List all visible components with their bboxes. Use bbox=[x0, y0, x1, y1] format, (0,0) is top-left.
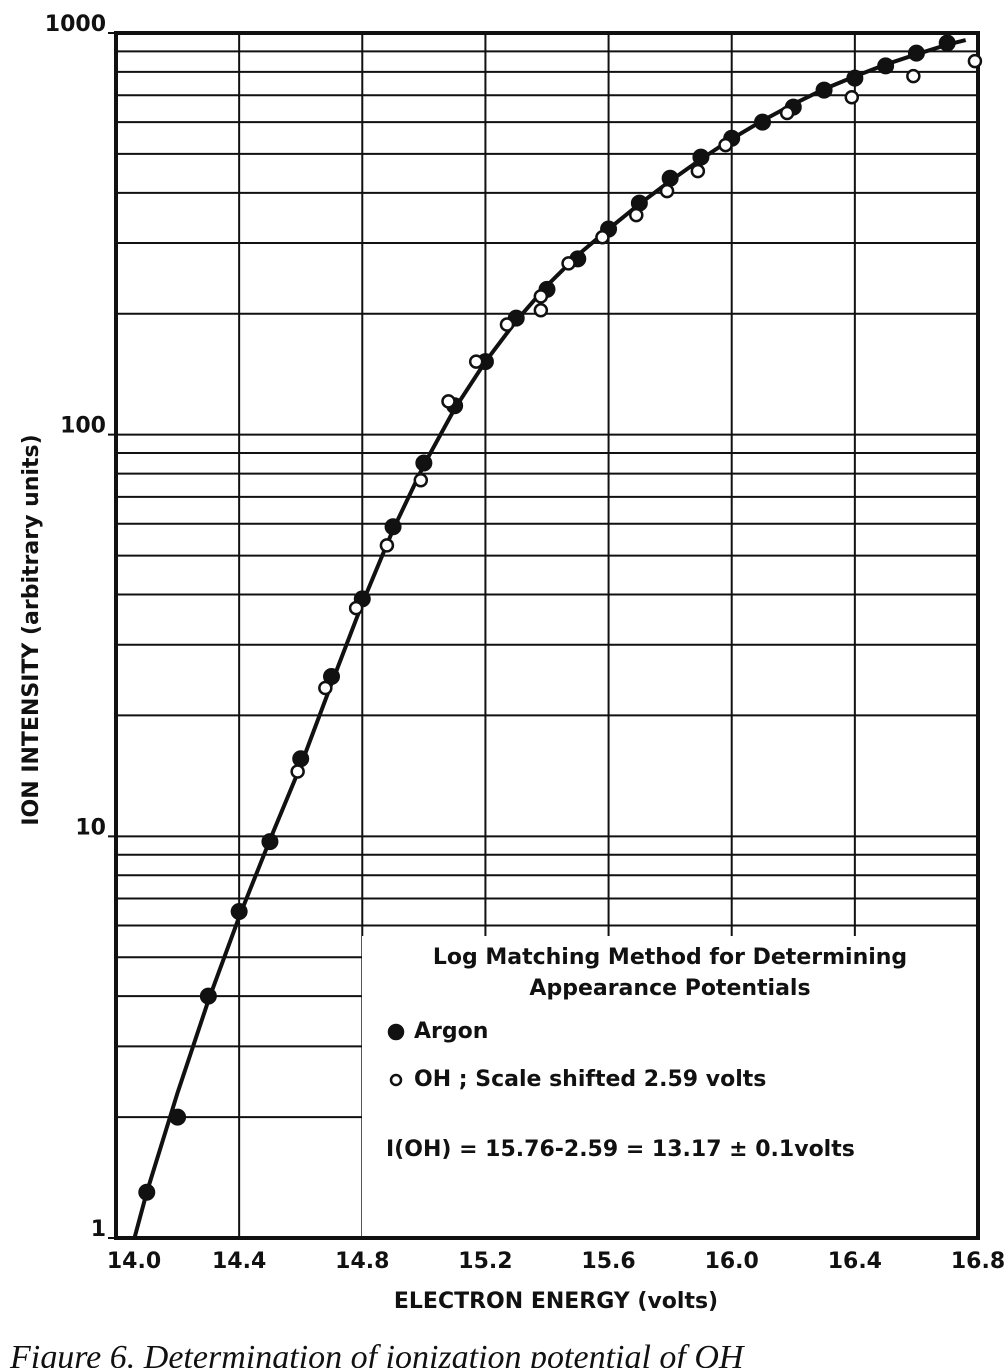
filled-marker bbox=[877, 57, 895, 75]
open-marker bbox=[629, 207, 644, 223]
legend-box bbox=[362, 936, 978, 1238]
legend-label: Argon bbox=[414, 1019, 488, 1044]
open-marker bbox=[468, 354, 484, 369]
x-tick-label: 14.8 bbox=[335, 1249, 389, 1274]
x-tick-label: 16.8 bbox=[951, 1249, 1005, 1274]
filled-marker bbox=[938, 34, 956, 52]
filled-marker bbox=[661, 169, 679, 187]
x-tick-label: 14.0 bbox=[107, 1249, 161, 1274]
open-marker bbox=[595, 230, 610, 245]
legend-title: Log Matching Method for Determining bbox=[433, 945, 907, 970]
open-marker bbox=[718, 137, 733, 153]
legend-marker bbox=[387, 1023, 405, 1041]
x-tick-label: 14.4 bbox=[212, 1249, 266, 1274]
filled-marker bbox=[230, 902, 248, 920]
y-tick-label: 1000 bbox=[45, 12, 106, 37]
filled-marker bbox=[754, 113, 771, 131]
filled-marker bbox=[846, 69, 864, 87]
open-marker bbox=[533, 303, 549, 318]
open-marker bbox=[690, 163, 706, 179]
filled-marker bbox=[169, 1108, 187, 1126]
open-marker bbox=[533, 289, 549, 304]
y-tick-label: 1 bbox=[91, 1217, 106, 1242]
open-marker bbox=[379, 538, 395, 553]
filled-marker bbox=[692, 148, 710, 166]
legend-title: Appearance Potentials bbox=[529, 976, 810, 1001]
open-marker bbox=[318, 680, 333, 696]
y-tick-label: 10 bbox=[75, 815, 106, 840]
figure-caption: Figure 6. Determination of ionization po… bbox=[9, 1339, 746, 1368]
x-tick-label: 16.4 bbox=[828, 1249, 882, 1274]
filled-marker bbox=[384, 518, 402, 536]
legend-marker bbox=[389, 1073, 403, 1087]
legend-label: OH ; Scale shifted 2.59 volts bbox=[414, 1067, 766, 1092]
filled-marker bbox=[907, 44, 925, 62]
open-marker bbox=[348, 600, 364, 616]
open-marker bbox=[561, 256, 576, 271]
annotation: I(OH) = 15.76-2.59 = 13.17 ± 0.1volts bbox=[386, 1137, 855, 1162]
x-tick-label: 16.0 bbox=[705, 1249, 759, 1274]
plot-frame bbox=[114, 31, 980, 1240]
filled-marker bbox=[292, 750, 310, 768]
open-marker bbox=[290, 764, 305, 779]
open-marker bbox=[967, 53, 983, 69]
y-axis-label: ION INTENSITY (arbitrary units) bbox=[19, 434, 44, 825]
x-tick-label: 15.2 bbox=[458, 1249, 512, 1274]
open-marker bbox=[499, 317, 515, 332]
filled-marker bbox=[415, 454, 433, 472]
open-marker bbox=[906, 68, 921, 84]
open-marker bbox=[659, 183, 675, 199]
x-axis-label: ELECTRON ENERGY (volts) bbox=[394, 1289, 718, 1314]
x-tick-label: 15.6 bbox=[581, 1249, 635, 1274]
filled-marker bbox=[199, 987, 217, 1005]
open-marker bbox=[441, 394, 456, 409]
open-marker bbox=[779, 105, 795, 121]
filled-marker bbox=[138, 1183, 156, 1201]
filled-marker bbox=[815, 81, 833, 99]
open-marker bbox=[413, 473, 429, 488]
y-tick-label: 100 bbox=[60, 414, 106, 439]
filled-marker bbox=[261, 833, 279, 851]
open-marker bbox=[844, 89, 860, 105]
